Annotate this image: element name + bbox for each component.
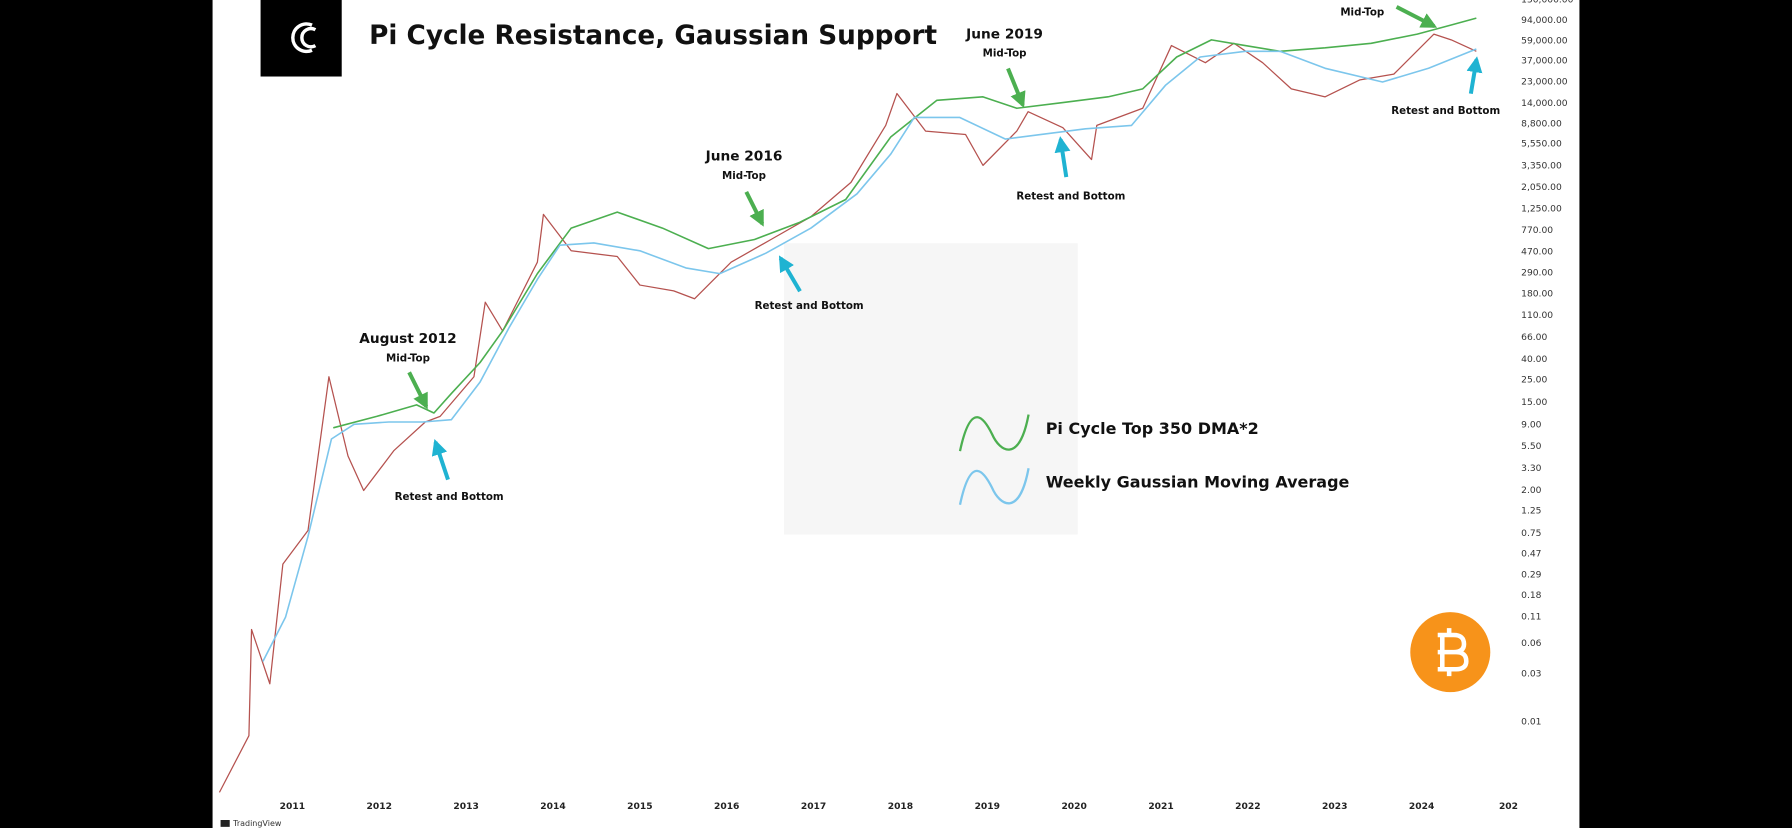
y-tick-label: 180.00 <box>1521 289 1553 299</box>
y-tick-label: 14,000.00 <box>1521 99 1568 109</box>
annotation: Retest and Bottom <box>755 300 864 312</box>
x-tick-label: 2021 <box>1148 802 1173 812</box>
arrow <box>431 438 450 481</box>
annotation: Mid-Top <box>983 48 1027 60</box>
legend-swatch <box>958 414 1030 452</box>
x-tick-label: 2022 <box>1235 802 1260 812</box>
arrow <box>1395 5 1438 29</box>
annotation: Retest and Bottom <box>1391 105 1500 117</box>
y-tick-label: 1,250.00 <box>1521 205 1562 215</box>
y-tick-label: 3.30 <box>1521 464 1542 474</box>
y-tick-label: 110.00 <box>1521 311 1553 321</box>
legend-label: Pi Cycle Top 350 DMA*2 <box>1046 419 1259 438</box>
arrow <box>407 371 429 410</box>
y-tick-label: 0.29 <box>1521 570 1542 580</box>
x-tick-label: 2013 <box>453 802 478 812</box>
x-tick-label: 2023 <box>1322 802 1347 812</box>
annotation: June 2016 <box>705 148 783 164</box>
x-tick-label: 2011 <box>280 802 305 812</box>
y-tick-label: 94,000.00 <box>1521 16 1568 26</box>
y-tick-label: 15.00 <box>1521 398 1547 408</box>
y-tick-label: 9.00 <box>1521 420 1542 430</box>
bitcoin-symbol <box>1437 628 1469 677</box>
y-tick-label: 770.00 <box>1521 226 1553 236</box>
price-line <box>218 33 1477 793</box>
logo-mark <box>291 22 317 54</box>
arrow <box>744 190 765 227</box>
footer: TradingView <box>232 819 282 828</box>
arrow <box>1006 67 1026 109</box>
y-tick-label: 23,000.00 <box>1521 77 1568 87</box>
y-tick-label: 0.06 <box>1521 639 1542 649</box>
annotation: Retest and Bottom <box>395 491 504 503</box>
x-tick-label: 2014 <box>540 802 565 812</box>
arrow <box>778 255 802 293</box>
y-tick-label: 150,000.00 <box>1521 0 1573 5</box>
footer-icon <box>220 820 230 827</box>
x-tick-label: 2018 <box>888 802 913 812</box>
y-tick-label: 0.47 <box>1521 549 1542 559</box>
arrow <box>1054 136 1071 178</box>
x-tick-label: 2017 <box>801 802 826 812</box>
y-tick-label: 5,550.00 <box>1521 140 1562 150</box>
y-tick-label: 470.00 <box>1521 247 1553 257</box>
y-tick-label: 59,000.00 <box>1521 36 1568 46</box>
y-tick-label: 0.03 <box>1521 670 1542 680</box>
x-tick-label: 2024 <box>1409 802 1434 812</box>
x-tick-label: 202 <box>1499 802 1518 812</box>
x-tick-label: 2015 <box>627 802 652 812</box>
annotation: Mid-Top <box>386 353 430 365</box>
x-tick-label: 2016 <box>714 802 739 812</box>
watermark <box>784 243 1078 535</box>
legend-swatch <box>958 468 1030 506</box>
annotation: Retest and Bottom <box>1016 190 1125 202</box>
y-tick-label: 66.00 <box>1521 333 1547 343</box>
chart-title: Pi Cycle Resistance, Gaussian Support <box>369 21 937 51</box>
annotation: Mid-Top <box>1340 7 1384 19</box>
annotation: June 2019 <box>965 26 1043 42</box>
y-tick-label: 37,000.00 <box>1521 57 1568 67</box>
y-tick-label: 2,050.00 <box>1521 183 1562 193</box>
legend-label: Weekly Gaussian Moving Average <box>1046 473 1350 492</box>
x-tick-label: 2019 <box>975 802 1000 812</box>
y-tick-label: 1.25 <box>1521 507 1542 517</box>
x-tick-label: 2020 <box>1061 802 1086 812</box>
annotation: August 2012 <box>359 331 456 347</box>
y-tick-label: 0.01 <box>1521 718 1541 728</box>
y-tick-label: 0.18 <box>1521 591 1542 601</box>
x-tick-label: 2012 <box>367 802 392 812</box>
annotation: Mid-Top <box>722 170 766 182</box>
y-tick-label: 0.75 <box>1521 529 1542 539</box>
y-tick-label: 0.11 <box>1521 613 1541 623</box>
y-tick-label: 290.00 <box>1521 269 1553 279</box>
series-line <box>262 48 1477 662</box>
y-tick-label: 3,350.00 <box>1521 162 1562 172</box>
y-tick-label: 2.00 <box>1521 486 1542 496</box>
y-tick-label: 8,800.00 <box>1521 119 1562 129</box>
arrow <box>1466 56 1483 94</box>
y-tick-label: 40.00 <box>1521 355 1547 365</box>
y-tick-label: 5.50 <box>1521 442 1542 452</box>
y-tick-label: 25.00 <box>1521 376 1547 386</box>
